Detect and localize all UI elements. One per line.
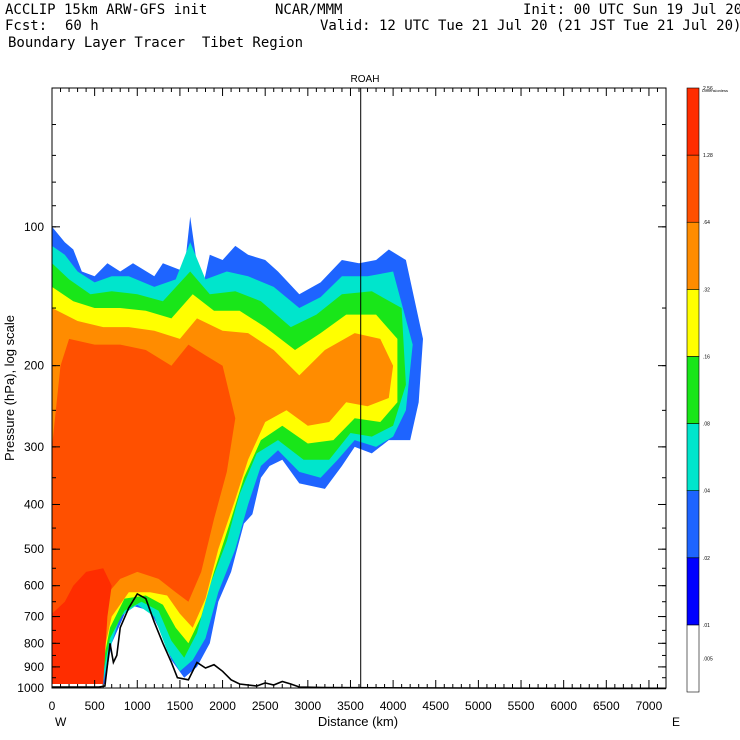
- x-tick-label: 6000: [550, 699, 577, 713]
- init-time: Init: 00 UTC Sun 19 Jul 20: [523, 2, 740, 18]
- colorbar: .005 .01 .02 .04 .08 .16 .32 .64 1.28 2.56: [686, 86, 713, 693]
- colorbar-swatch: [686, 154, 700, 223]
- colorbar-level-label: 2.56: [703, 86, 713, 92]
- colorbar-title: Dimensionless: [702, 88, 728, 93]
- colorbar-level-label: .16: [703, 354, 710, 360]
- y-tick-label: 100: [24, 220, 44, 234]
- model-title: ACCLIP 15km ARW-GFS init: [5, 2, 208, 18]
- colorbar-swatch: [686, 490, 700, 559]
- x-east-label: E: [672, 715, 680, 729]
- colorbar-level-label: .04: [703, 489, 710, 495]
- colorbar-swatch: [686, 624, 700, 693]
- y-tick-label: 500: [24, 542, 44, 556]
- x-tick-label: 1000: [124, 699, 151, 713]
- colorbar-level-label: 1.28: [703, 153, 713, 159]
- y-tick-label: 200: [24, 359, 44, 373]
- center-label: NCAR/MMM: [275, 2, 343, 18]
- x-tick-label: 0: [49, 699, 56, 713]
- product-name: Boundary Layer Tracer Tibet Region: [8, 35, 304, 51]
- x-tick-label: 3000: [294, 699, 321, 713]
- colorbar-swatch: [686, 423, 700, 491]
- fcst-label: Fcst:: [5, 18, 48, 34]
- colorbar-swatch: [686, 87, 700, 156]
- y-tick-label: 1000: [17, 681, 44, 695]
- colorbar-level-label: .005: [703, 656, 713, 662]
- x-tick-label: 4000: [380, 699, 407, 713]
- x-axis: 0 500 1000 1500 2000 2500 3000 3500 4000 4500 5000…: [49, 88, 667, 713]
- colorbar-swatch: [686, 289, 700, 357]
- y-tick-label: 300: [24, 440, 44, 454]
- x-tick-label: 2000: [209, 699, 236, 713]
- x-tick-label: 2500: [252, 699, 279, 713]
- x-tick-label: 3500: [337, 699, 364, 713]
- y-axis: 100 200 300 400 500 600 700 800 900 1000: [17, 87, 666, 695]
- x-tick-label: 5000: [465, 699, 492, 713]
- tracer-region-6: [52, 568, 112, 684]
- x-axis-label: Distance (km): [318, 714, 398, 729]
- valid-time: Valid: 12 UTC Tue 21 Jul 20 (21 JST Tue …: [320, 18, 740, 34]
- y-axis-label: Pressure (hPa), log scale: [2, 315, 17, 461]
- x-tick-label: 5500: [508, 699, 535, 713]
- x-tick-label: 500: [85, 699, 105, 713]
- y-tick-label: 900: [24, 660, 44, 674]
- colorbar-level-label: .64: [703, 220, 710, 226]
- colorbar-level-label: .01: [703, 623, 710, 629]
- x-tick-label: 6500: [593, 699, 620, 713]
- terrain-line: [52, 592, 666, 690]
- x-west-label: W: [55, 715, 67, 729]
- colorbar-level-label: .02: [703, 556, 710, 562]
- colorbar-swatch: [686, 557, 700, 626]
- x-tick-label: 7000: [636, 699, 663, 713]
- x-tick-label: 1500: [167, 699, 194, 713]
- x-tick-label: 4500: [422, 699, 449, 713]
- y-tick-label: 800: [24, 636, 44, 650]
- colorbar-swatch: [686, 356, 700, 424]
- y-tick-label: 400: [24, 497, 44, 511]
- chart-title: ROAH: [351, 74, 380, 85]
- colorbar-swatch: [686, 221, 700, 290]
- colorbar-level-label: .08: [703, 422, 710, 428]
- y-tick-label: 600: [24, 579, 44, 593]
- y-tick-label: 700: [24, 610, 44, 624]
- tracer-regions: [52, 216, 423, 684]
- fcst-value: 60 h: [65, 18, 99, 34]
- colorbar-level-label: .32: [703, 287, 710, 293]
